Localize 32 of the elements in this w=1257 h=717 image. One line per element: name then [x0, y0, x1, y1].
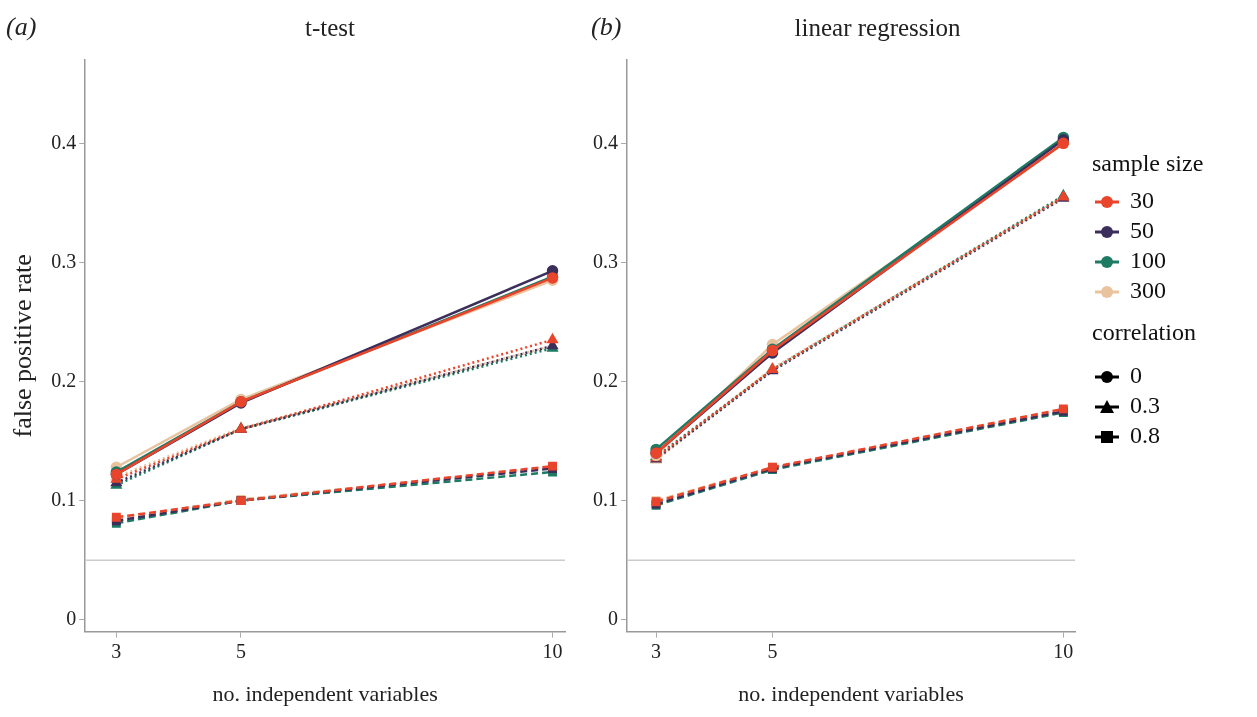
legend-label: 30	[1130, 187, 1154, 213]
x-axis-title: no. independent variables	[212, 680, 438, 706]
text: 0	[1130, 362, 1142, 388]
x-tick-label: 3	[651, 639, 662, 662]
x-tick-label: 5	[235, 639, 246, 662]
y-tick-label: 0.1	[51, 487, 77, 510]
y-tick-label: 0.2	[51, 368, 77, 391]
legend-title: sample size	[1092, 150, 1205, 177]
text: correlation	[1092, 319, 1197, 346]
y-tick-label: 0	[66, 606, 77, 629]
legend-label: 50	[1130, 217, 1154, 243]
legend-label: 300	[1130, 277, 1166, 303]
chart-title: t-test	[304, 14, 356, 42]
x-tick-label: 5	[767, 639, 778, 662]
y-tick-label: 0.4	[51, 130, 77, 153]
text: (b)	[591, 12, 622, 42]
y-tick-label: 0.3	[51, 249, 77, 272]
legend-label: 100	[1130, 247, 1166, 273]
x-tick-label: 10	[1053, 639, 1074, 662]
x-tick-label: 3	[111, 639, 122, 662]
y-tick-label: 0.4	[593, 130, 618, 153]
y-tick-label: 0.3	[593, 249, 618, 272]
text: (a)	[6, 12, 37, 42]
text: 0.3	[1130, 392, 1160, 418]
x-tick-label: 10	[542, 639, 563, 662]
y-axis-title: false positive rate	[8, 254, 38, 438]
y-tick-label: 0.1	[593, 487, 618, 510]
text: 0.8	[1130, 422, 1160, 448]
y-tick-label: 0.2	[593, 368, 618, 391]
y-tick-label: 0	[608, 606, 618, 629]
chart-title: linear regression	[793, 14, 962, 42]
x-axis-title: no. independent variables	[738, 680, 964, 706]
